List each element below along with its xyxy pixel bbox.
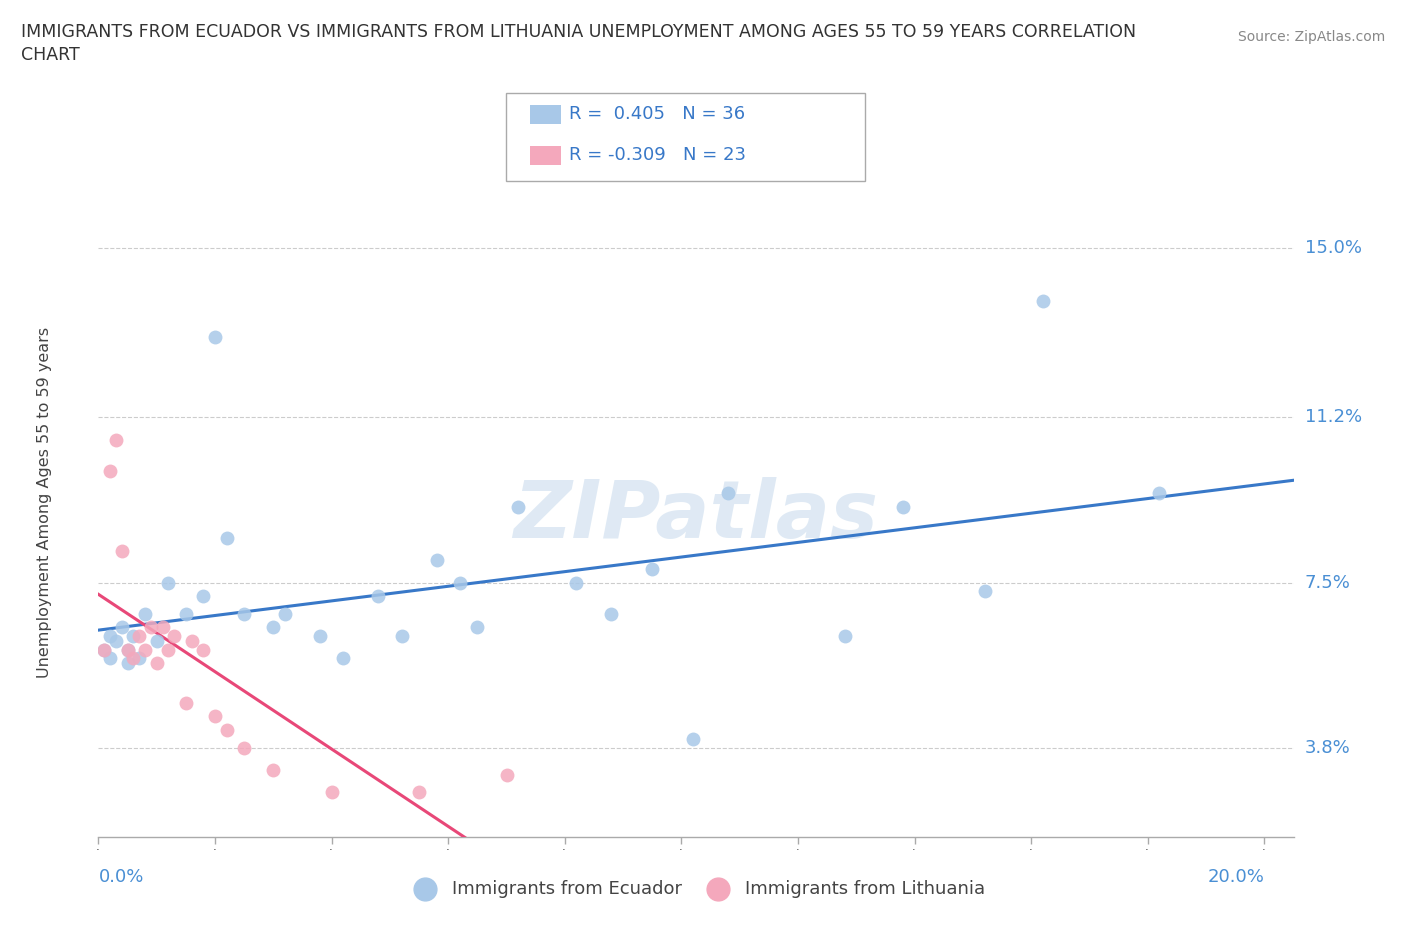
Point xyxy=(408,785,430,800)
Point xyxy=(117,642,139,657)
Point xyxy=(233,606,256,621)
Point xyxy=(122,629,145,644)
Point xyxy=(1149,485,1171,500)
Point xyxy=(834,629,856,644)
Point xyxy=(467,619,489,634)
Point xyxy=(425,552,447,567)
Text: 11.2%: 11.2% xyxy=(1305,408,1362,426)
Text: 20.0%: 20.0% xyxy=(1208,868,1264,885)
Point xyxy=(93,642,115,657)
Point xyxy=(391,629,413,644)
Point xyxy=(204,329,226,344)
Point xyxy=(93,642,115,657)
Point xyxy=(111,619,134,634)
Text: 0.0%: 0.0% xyxy=(98,868,143,885)
Point xyxy=(145,656,167,671)
Text: Unemployment Among Ages 55 to 59 years: Unemployment Among Ages 55 to 59 years xyxy=(37,326,52,678)
Point xyxy=(157,575,180,590)
Point xyxy=(204,709,226,724)
Text: 3.8%: 3.8% xyxy=(1305,738,1350,757)
Point xyxy=(600,606,623,621)
Point xyxy=(128,629,150,644)
Point xyxy=(973,584,995,599)
Text: R = -0.309   N = 23: R = -0.309 N = 23 xyxy=(569,146,747,165)
Text: ZIPatlas: ZIPatlas xyxy=(513,476,879,554)
Point xyxy=(262,619,284,634)
Point xyxy=(215,530,238,545)
Point xyxy=(145,633,167,648)
Text: R =  0.405   N = 36: R = 0.405 N = 36 xyxy=(569,105,745,124)
Point xyxy=(193,642,215,657)
Point xyxy=(163,629,186,644)
Point xyxy=(891,499,914,514)
Point xyxy=(193,589,215,604)
Point xyxy=(274,606,297,621)
Point xyxy=(98,629,121,644)
Point xyxy=(117,642,139,657)
Point xyxy=(565,575,588,590)
Point xyxy=(174,606,197,621)
Point xyxy=(180,633,202,648)
Point xyxy=(128,651,150,666)
Text: Source: ZipAtlas.com: Source: ZipAtlas.com xyxy=(1237,30,1385,44)
Point xyxy=(134,606,156,621)
Point xyxy=(682,731,704,746)
Point xyxy=(233,740,256,755)
Point xyxy=(215,723,238,737)
Point xyxy=(104,633,127,648)
Point xyxy=(98,463,121,478)
Point xyxy=(449,575,471,590)
Text: 7.5%: 7.5% xyxy=(1305,574,1351,591)
Point xyxy=(152,619,174,634)
Point xyxy=(367,589,389,604)
Point xyxy=(139,619,162,634)
Point xyxy=(122,651,145,666)
Point xyxy=(641,562,664,577)
Point xyxy=(332,651,354,666)
Point xyxy=(495,767,517,782)
Text: 15.0%: 15.0% xyxy=(1305,239,1361,257)
Point xyxy=(157,642,180,657)
Point xyxy=(321,785,343,800)
Point xyxy=(104,432,127,447)
Point xyxy=(134,642,156,657)
Point xyxy=(98,651,121,666)
Point xyxy=(262,763,284,777)
Point xyxy=(117,656,139,671)
Point xyxy=(508,499,530,514)
Legend: Immigrants from Ecuador, Immigrants from Lithuania: Immigrants from Ecuador, Immigrants from… xyxy=(399,872,993,905)
Point xyxy=(309,629,332,644)
Point xyxy=(174,696,197,711)
Point xyxy=(717,485,740,500)
Point xyxy=(111,544,134,559)
Text: IMMIGRANTS FROM ECUADOR VS IMMIGRANTS FROM LITHUANIA UNEMPLOYMENT AMONG AGES 55 : IMMIGRANTS FROM ECUADOR VS IMMIGRANTS FR… xyxy=(21,23,1136,41)
Point xyxy=(1032,294,1054,309)
Text: CHART: CHART xyxy=(21,46,80,64)
